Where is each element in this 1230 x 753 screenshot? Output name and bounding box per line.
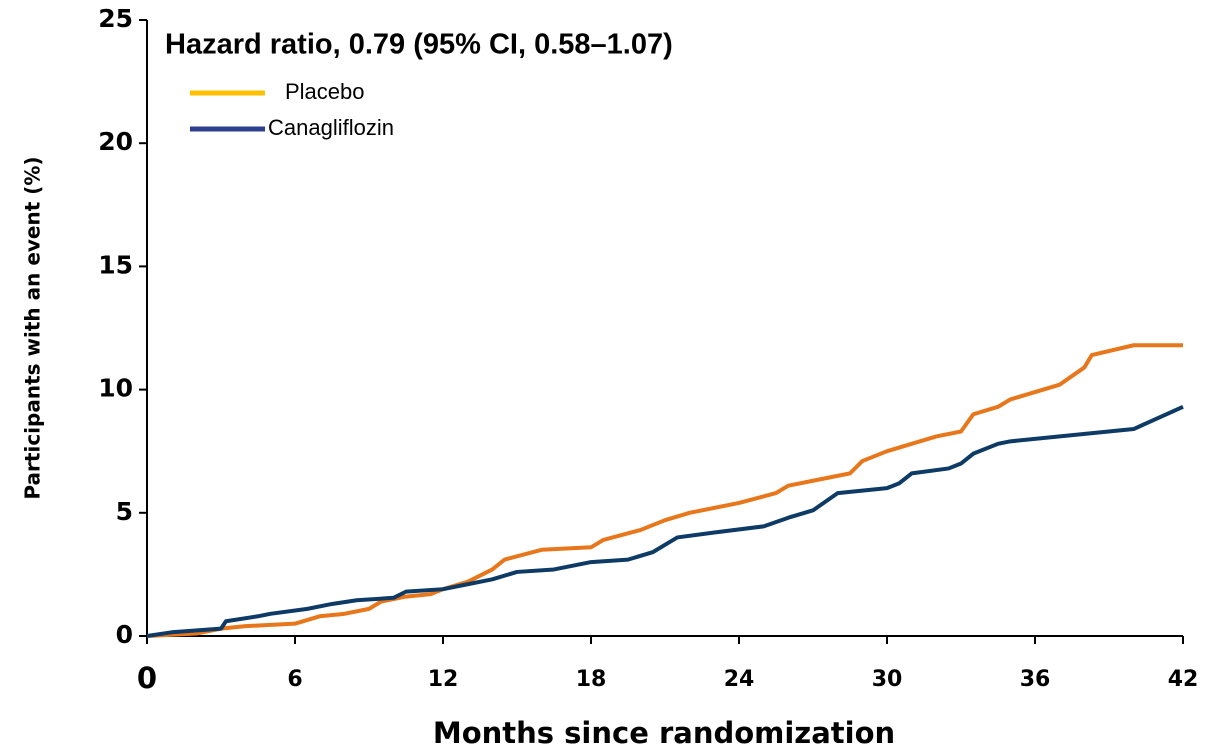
x-tick-label: 6 <box>287 667 302 692</box>
y-tick-label: 15 <box>98 250 133 279</box>
legend-label: Canagliflozin <box>268 115 394 140</box>
y-tick-label: 25 <box>98 4 133 33</box>
x-tick-label: 36 <box>1020 667 1051 692</box>
x-tick-label: 24 <box>724 667 755 692</box>
y-tick-label: 5 <box>116 497 133 526</box>
y-tick-label: 0 <box>116 620 133 649</box>
y-tick-label: 20 <box>98 127 133 156</box>
line-series <box>146 343 1183 638</box>
y-tick-label: 10 <box>98 374 133 403</box>
line-series <box>146 405 1184 638</box>
annotation: Hazard ratio, 0.79 (95% CI, 0.58–1.07) <box>165 29 673 61</box>
x-tick-label: 30 <box>872 667 903 692</box>
x-axis-title: Months since randomization <box>433 716 895 750</box>
x-tick-label: 42 <box>1168 667 1199 692</box>
y-axis-title: Participants with an event (%) <box>21 156 45 499</box>
x-tick-label: 12 <box>428 667 459 692</box>
x-tick-label: 18 <box>576 667 607 692</box>
x-tick-label: 0 <box>137 661 157 695</box>
legend-label: Placebo <box>285 79 365 104</box>
